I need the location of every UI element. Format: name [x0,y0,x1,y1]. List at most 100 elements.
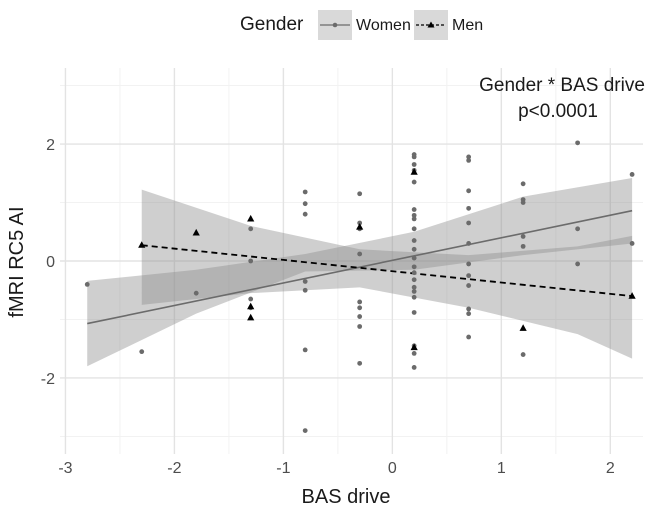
point-women [411,270,417,276]
y-tick-label: 0 [46,254,55,271]
legend-key-women-marker [332,22,338,28]
legend: Gender Women Men [240,10,483,40]
point-men [192,228,200,236]
point-women [302,287,308,293]
point-women [357,360,363,366]
point-women [411,264,417,270]
legend-title: Gender [240,14,304,35]
point-women [139,349,145,355]
annotation-interaction: Gender * BAS drive [479,75,645,96]
point-women [520,352,526,357]
point-women [302,428,308,434]
point-men [628,292,636,299]
point-women [411,162,417,167]
point-women [575,140,581,146]
fit-line-men [141,244,633,297]
legend-label-men: Men [452,17,483,34]
annotation-pvalue: p<0.0001 [518,101,598,122]
point-men [410,168,418,175]
point-women [466,261,472,267]
point-women [357,251,363,257]
x-tick-label: 0 [388,460,397,477]
point-women [411,226,417,232]
point-women [411,277,417,283]
grid [60,68,643,454]
legend-key-men-marker [427,21,435,28]
point-women [411,365,417,370]
x-tick-label: -2 [167,460,181,477]
point-women [411,284,417,290]
point-women [629,172,635,177]
point-women [411,212,417,218]
point-women [411,154,417,160]
x-tick-label: 1 [497,460,506,477]
point-women [84,281,90,287]
point-women [302,279,308,284]
point-women [466,334,472,340]
x-tick-label: -1 [276,460,290,477]
point-women [357,191,363,197]
point-women [357,299,363,305]
point-women [466,306,472,312]
point-women [520,234,526,239]
y-axis-title: fMRI RC5 AI [6,206,28,317]
point-women [466,188,472,194]
point-women [411,246,417,252]
point-women [357,324,363,329]
point-women [357,314,363,319]
point-women [411,255,417,261]
point-men [519,324,527,331]
point-women [466,273,472,279]
point-women [193,290,199,296]
legend-label-women: Women [356,17,411,34]
point-men [247,313,255,321]
point-women [411,351,417,356]
point-women [575,226,581,232]
point-women [411,310,417,315]
x-tick-label: 2 [606,460,615,477]
point-women [248,226,254,232]
point-men [356,223,364,230]
confidence-band-women [87,177,633,367]
point-women [411,294,417,300]
point-women [357,220,363,226]
point-women [520,181,526,187]
x-axis-title: BAS drive [302,486,391,508]
y-tick-label: -2 [41,371,55,388]
point-women [466,154,472,160]
confidence-bands [87,177,633,367]
point-women [466,220,472,226]
point-women [411,238,417,243]
point-women [520,243,526,249]
point-women [302,201,308,207]
point-men [138,241,146,248]
point-women [520,200,526,205]
point-women [302,189,308,195]
tick-labels: -3 -2 -1 0 1 2 -2 0 2 [41,137,615,477]
point-women [466,205,472,211]
point-men [247,214,255,222]
point-women [575,261,581,267]
fit-lines [87,209,633,325]
point-women [629,241,635,246]
y-tick-label: 2 [46,137,55,154]
point-men [247,302,255,310]
point-women [411,207,417,212]
confidence-band-men [141,189,633,359]
point-women [466,241,472,246]
point-women [411,289,417,294]
point-men [410,343,418,351]
point-women [302,211,308,217]
point-women [466,311,472,317]
point-women [248,296,254,302]
point-women [357,305,363,311]
x-tick-label: -3 [58,460,72,477]
point-women [466,283,472,288]
point-women [411,179,417,185]
point-women [248,258,254,264]
point-women [302,347,308,353]
point-women [411,216,417,222]
data-points [84,140,636,434]
point-women [466,158,472,163]
